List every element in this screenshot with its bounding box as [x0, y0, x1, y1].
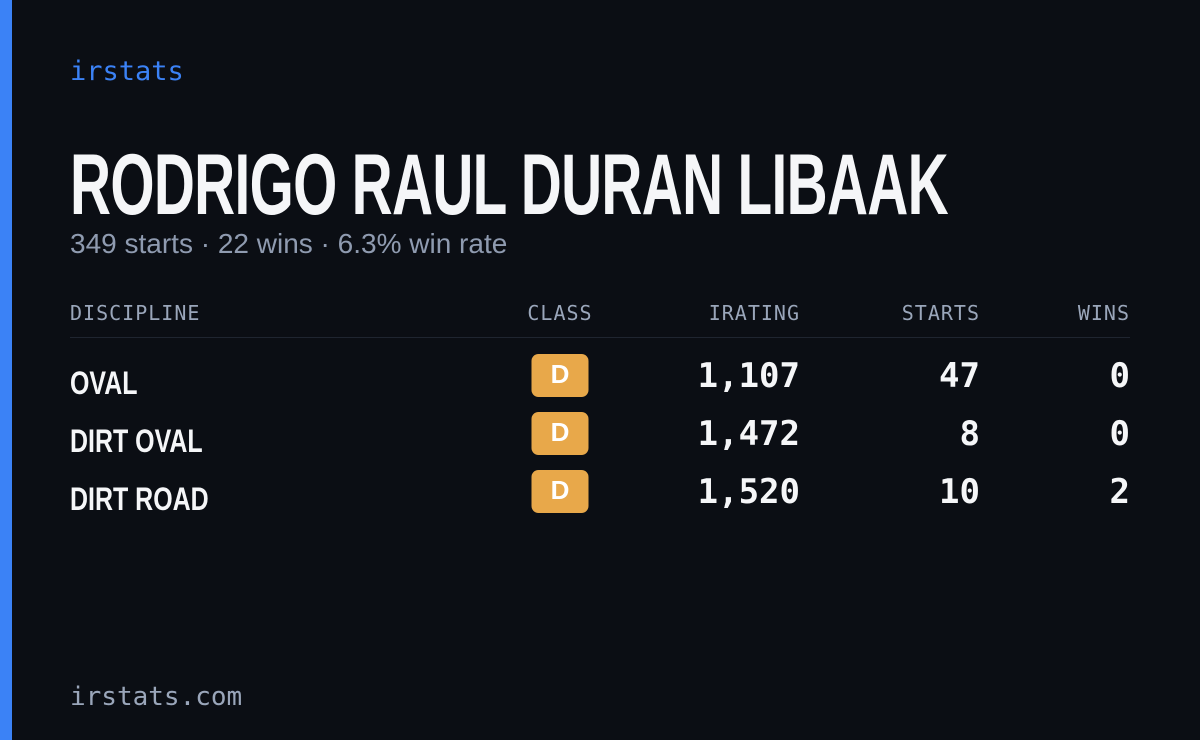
header-rule [70, 337, 1130, 338]
footer: irstats.com [70, 682, 243, 712]
brand: irstats [70, 56, 184, 87]
wins: 0 [1109, 356, 1130, 396]
irating: 1,472 [697, 414, 800, 454]
accent-bar [0, 0, 12, 740]
discipline: DIRT OVAL [70, 423, 203, 459]
column-header: IRATING [708, 301, 800, 325]
discipline: OVAL [70, 365, 138, 401]
starts: 10 [939, 472, 980, 512]
driver-name: RODRIGO RAUL DURAN LIBAAK [70, 137, 949, 233]
class-badge: D [531, 412, 589, 455]
discipline: DIRT ROAD [70, 481, 209, 517]
class-badge: D [531, 470, 589, 513]
driver-summary: 349 starts · 22 wins · 6.3% win rate [70, 228, 508, 259]
starts: 47 [939, 356, 980, 396]
column-header: DISCIPLINE [70, 301, 201, 325]
column-header: CLASS [527, 301, 593, 325]
column-header: STARTS [901, 301, 980, 325]
wins: 2 [1109, 472, 1130, 512]
starts: 8 [959, 414, 980, 454]
irating: 1,520 [697, 472, 800, 512]
column-header: WINS [1077, 301, 1130, 325]
class-badge: D [531, 354, 589, 397]
irating: 1,107 [697, 356, 800, 396]
wins: 0 [1109, 414, 1130, 454]
